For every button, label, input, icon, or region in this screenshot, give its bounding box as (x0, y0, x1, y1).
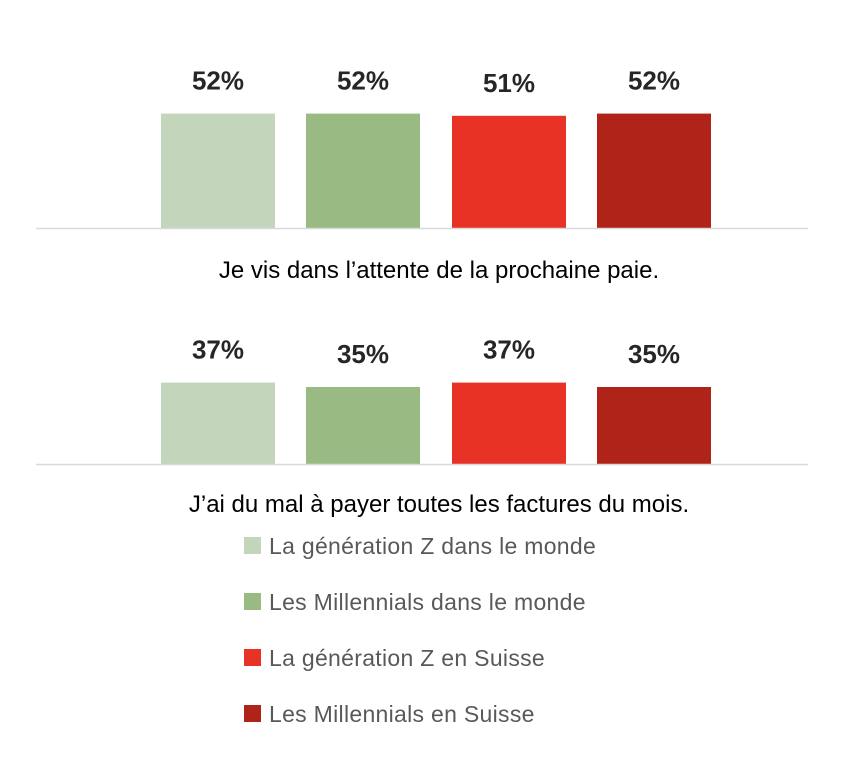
data-label-2-4: 35% (628, 339, 680, 369)
bar-2-2 (306, 387, 420, 464)
legend-swatch-4 (244, 705, 261, 722)
legend-label-1: La génération Z dans le monde (269, 533, 596, 559)
bar-2-4 (597, 387, 711, 464)
legend-swatch-2 (244, 593, 261, 610)
category-label-1: Je vis dans l’attente de la prochaine pa… (219, 257, 659, 284)
legend-label-2: Les Millennials dans le monde (269, 589, 586, 615)
legend-label-4: Les Millennials en Suisse (269, 701, 535, 727)
legend-label-3: La génération Z en Suisse (269, 645, 545, 671)
bar-2-3 (452, 382, 566, 464)
data-label-1-1: 52% (192, 66, 244, 96)
legend-swatch-3 (244, 649, 261, 666)
category-label-2: J’ai du mal à payer toutes les factures … (189, 491, 689, 518)
bar-1-1 (161, 113, 275, 228)
data-label-2-1: 37% (192, 335, 244, 365)
data-label-2-2: 35% (337, 339, 389, 369)
data-label-1-2: 52% (337, 66, 389, 96)
bar-1-2 (306, 113, 420, 228)
bar-1-3 (452, 115, 566, 228)
legend-swatch-1 (244, 537, 261, 554)
data-label-1-4: 52% (628, 66, 680, 96)
data-label-2-3: 37% (483, 335, 535, 365)
bar-2-1 (161, 382, 275, 464)
bar-1-4 (597, 113, 711, 228)
data-label-1-3: 51% (483, 68, 535, 98)
